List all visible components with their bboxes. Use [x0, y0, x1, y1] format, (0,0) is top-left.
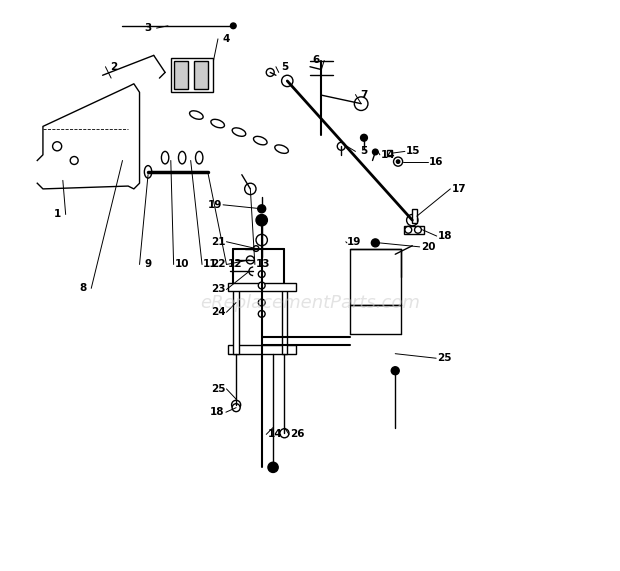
Bar	[281, 286, 287, 353]
Text: 3: 3	[144, 23, 152, 33]
Circle shape	[361, 134, 368, 141]
Text: 22: 22	[211, 259, 225, 270]
Circle shape	[371, 239, 379, 247]
Ellipse shape	[190, 111, 203, 119]
Bar	[193, 61, 208, 90]
Text: 6: 6	[312, 55, 319, 66]
Text: 13: 13	[256, 259, 271, 270]
Text: 1: 1	[53, 210, 61, 219]
Circle shape	[415, 227, 422, 233]
Circle shape	[232, 400, 241, 409]
Circle shape	[266, 69, 274, 77]
Circle shape	[259, 311, 265, 317]
Circle shape	[405, 227, 412, 233]
Text: 23: 23	[211, 284, 225, 295]
Text: 24: 24	[211, 307, 225, 317]
Text: 17: 17	[451, 184, 466, 194]
Circle shape	[256, 215, 267, 226]
Circle shape	[407, 215, 418, 226]
Circle shape	[281, 75, 293, 87]
Ellipse shape	[254, 136, 267, 145]
Circle shape	[373, 149, 378, 155]
Text: 20: 20	[421, 242, 435, 252]
Circle shape	[389, 251, 399, 260]
Text: 8: 8	[79, 283, 86, 293]
Text: 25: 25	[438, 353, 452, 363]
Text: 11: 11	[203, 259, 218, 270]
Text: 9: 9	[144, 259, 152, 270]
Text: 7: 7	[360, 90, 368, 99]
Text: 25: 25	[211, 384, 225, 394]
Text: 19: 19	[347, 237, 361, 247]
Circle shape	[259, 299, 265, 306]
Bar	[412, 209, 417, 223]
Text: 14: 14	[381, 150, 396, 160]
Text: 26: 26	[290, 429, 305, 439]
Circle shape	[337, 142, 345, 150]
Circle shape	[70, 156, 78, 164]
Ellipse shape	[195, 151, 203, 164]
Bar	[350, 248, 401, 305]
Bar	[404, 226, 423, 234]
Bar	[387, 150, 392, 156]
Circle shape	[245, 183, 256, 195]
Bar	[228, 283, 296, 291]
Circle shape	[396, 160, 400, 163]
Circle shape	[394, 157, 402, 166]
Circle shape	[354, 97, 368, 110]
Text: 18: 18	[210, 407, 224, 417]
Text: 5: 5	[360, 146, 368, 156]
Text: 18: 18	[438, 231, 453, 241]
Circle shape	[268, 462, 278, 472]
Circle shape	[391, 367, 399, 375]
Circle shape	[232, 404, 240, 412]
Text: 21: 21	[211, 237, 225, 247]
Text: 16: 16	[429, 156, 443, 167]
Text: 14: 14	[267, 429, 282, 439]
Circle shape	[259, 271, 265, 278]
Circle shape	[231, 23, 236, 29]
Text: 4: 4	[223, 34, 230, 44]
Bar	[228, 345, 296, 353]
Circle shape	[280, 429, 289, 438]
Ellipse shape	[179, 151, 186, 164]
Circle shape	[258, 205, 266, 213]
Text: 12: 12	[228, 259, 242, 270]
Circle shape	[259, 282, 265, 289]
Ellipse shape	[211, 119, 224, 128]
Text: 5: 5	[281, 62, 288, 72]
Text: eReplacementParts.com: eReplacementParts.com	[200, 293, 420, 312]
Circle shape	[253, 246, 259, 251]
Ellipse shape	[161, 151, 169, 164]
Text: 19: 19	[207, 200, 222, 210]
Text: 10: 10	[175, 259, 189, 270]
Text: 2: 2	[110, 62, 118, 72]
Ellipse shape	[232, 128, 246, 136]
Circle shape	[246, 256, 254, 264]
Bar	[233, 286, 239, 353]
Circle shape	[53, 142, 61, 151]
Ellipse shape	[144, 166, 152, 178]
Text: 15: 15	[406, 146, 420, 156]
Bar	[170, 58, 213, 93]
Ellipse shape	[275, 145, 288, 154]
Bar	[174, 61, 188, 90]
Circle shape	[256, 234, 267, 246]
